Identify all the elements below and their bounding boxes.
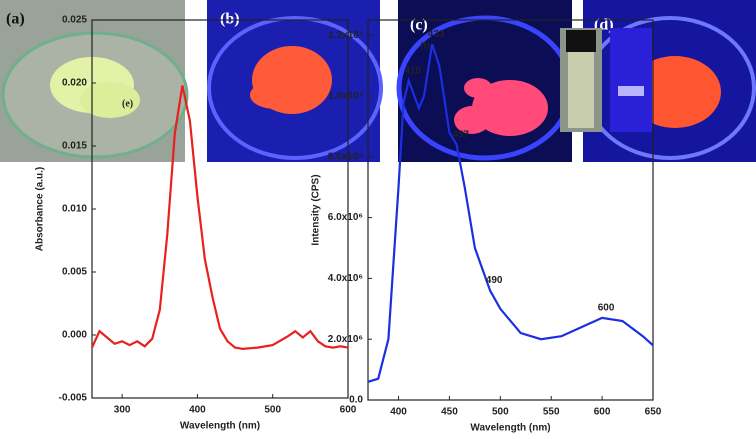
y-tick-label: -0.005 (59, 393, 88, 404)
peak-label: 490 (486, 275, 503, 286)
peak-label: 410 (404, 65, 421, 76)
y-tick-label: 6.0x10⁶ (328, 212, 363, 223)
data-line (90, 85, 349, 351)
y-tick-label: 0.000 (62, 330, 87, 341)
y-tick-label: 0.0 (349, 395, 363, 406)
y-axis-title: Intensity (CPS) (311, 174, 322, 245)
photo-label: (b) (220, 11, 240, 28)
peak-label: 457 (452, 129, 469, 140)
y-tick-label: 4.0x10⁶ (328, 273, 363, 284)
y-tick-label: 0.015 (62, 141, 87, 152)
x-tick-label: 400 (390, 407, 407, 418)
peak-label: 433 (428, 29, 445, 40)
y-axis-title: Absorbance (a.u.) (35, 167, 46, 251)
x-axis-title: Wavelength (nm) (180, 421, 260, 432)
y-tick-label: 2.0x10⁶ (328, 334, 363, 345)
x-tick-label: 400 (189, 405, 206, 416)
plot-frame (367, 19, 654, 401)
data-line (367, 43, 654, 383)
x-tick-label: 650 (645, 407, 662, 418)
x-tick-label: 600 (594, 407, 611, 418)
inset-vials (560, 28, 652, 132)
photo-label: (c) (410, 17, 428, 34)
photo-label: (a) (6, 11, 25, 28)
panel-label: (e) (122, 98, 133, 109)
panel-label: (f) (420, 40, 430, 51)
y-tick-label: 0.005 (62, 267, 87, 278)
x-tick-label: 300 (114, 405, 131, 416)
x-tick-label: 500 (492, 407, 509, 418)
photo-a (0, 0, 189, 162)
y-tick-label: 1.0x10⁷ (328, 91, 363, 102)
peak-label: 600 (598, 303, 615, 314)
y-tick-label: 0.025 (62, 15, 87, 26)
x-tick-label: 600 (340, 405, 357, 416)
y-tick-label: 8.0x10⁶ (328, 151, 363, 162)
x-tick-label: 500 (264, 405, 281, 416)
x-tick-label: 450 (441, 407, 458, 418)
photo-b (207, 0, 383, 162)
x-tick-label: 550 (543, 407, 560, 418)
y-tick-label: 0.020 (62, 78, 87, 89)
y-tick-label: 1.2x10⁷ (328, 30, 363, 41)
y-tick-label: 0.010 (62, 204, 87, 215)
x-axis-title: Wavelength (nm) (470, 423, 550, 434)
